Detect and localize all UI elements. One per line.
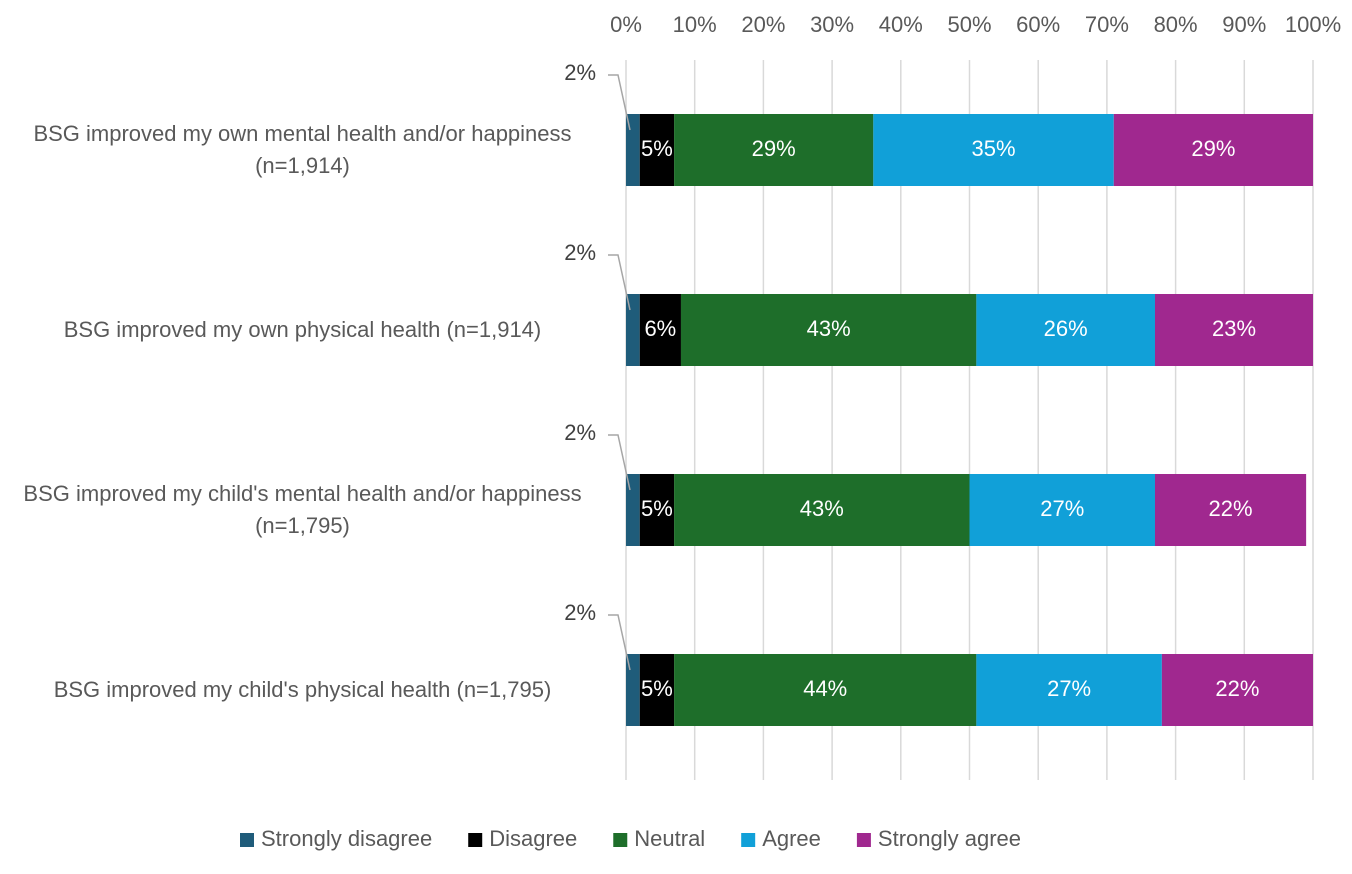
x-tick-label: 30% xyxy=(810,12,854,37)
data-label: 27% xyxy=(1040,496,1084,521)
bar-segment xyxy=(674,474,970,546)
legend-label: Agree xyxy=(762,826,821,851)
data-label: 35% xyxy=(972,136,1016,161)
x-tick-label: 20% xyxy=(741,12,785,37)
bar-segment xyxy=(976,654,1162,726)
bar-segment xyxy=(639,294,681,366)
data-label: 6% xyxy=(644,316,676,341)
x-tick-label: 50% xyxy=(947,12,991,37)
x-tick-label: 80% xyxy=(1154,12,1198,37)
data-label: 2% xyxy=(564,60,596,85)
data-label: 5% xyxy=(641,136,673,161)
data-label: 5% xyxy=(641,676,673,701)
data-label: 22% xyxy=(1215,676,1259,701)
bar-segment xyxy=(626,474,640,546)
data-label: 23% xyxy=(1212,316,1256,341)
legend-label: Strongly disagree xyxy=(261,826,432,851)
bar-segment xyxy=(1154,474,1307,546)
y-tick-label: BSG improved my own physical health (n=1… xyxy=(63,317,542,342)
data-label: 2% xyxy=(564,600,596,625)
leader-line xyxy=(608,254,631,311)
bar-segment xyxy=(626,114,640,186)
x-tick-label: 40% xyxy=(879,12,923,37)
y-tick-label: BSG improved my child's physical health … xyxy=(53,677,552,702)
bar-segment xyxy=(976,294,1155,366)
legend-swatch xyxy=(468,833,483,847)
data-label: 43% xyxy=(807,316,851,341)
legend-label: Strongly agree xyxy=(878,826,1021,851)
bar-segment xyxy=(639,114,675,186)
x-tick-label: 10% xyxy=(673,12,717,37)
bar-segment xyxy=(1161,654,1313,726)
data-label: 26% xyxy=(1044,316,1088,341)
y-tick-label: BSG improved my own mental health and/or… xyxy=(33,121,572,178)
bar-segment xyxy=(680,294,977,366)
x-tick-label: 60% xyxy=(1016,12,1060,37)
data-label: 29% xyxy=(1191,136,1235,161)
bar-segment xyxy=(639,654,675,726)
x-tick-label: 0% xyxy=(610,12,642,37)
bar-segment xyxy=(626,654,640,726)
data-label: 44% xyxy=(803,676,847,701)
legend-swatch xyxy=(613,833,628,847)
data-label: 27% xyxy=(1047,676,1091,701)
leader-line xyxy=(608,74,631,131)
y-tick-label: BSG improved my child's mental health an… xyxy=(23,481,582,538)
legend-label: Disagree xyxy=(489,826,577,851)
data-label: 29% xyxy=(752,136,796,161)
x-tick-label: 90% xyxy=(1222,12,1266,37)
bar-segment xyxy=(626,294,640,366)
x-tick-label: 70% xyxy=(1085,12,1129,37)
data-label: 2% xyxy=(564,420,596,445)
data-label: 5% xyxy=(641,496,673,521)
bar-segment xyxy=(873,114,1114,186)
data-label: 22% xyxy=(1209,496,1253,521)
bar-segment xyxy=(1154,294,1313,366)
leader-line xyxy=(608,434,631,491)
legend-swatch xyxy=(741,833,756,847)
bar-segment xyxy=(674,114,874,186)
data-label: 43% xyxy=(800,496,844,521)
legend-swatch xyxy=(856,833,871,847)
x-tick-label: 100% xyxy=(1285,12,1341,37)
bar-segment xyxy=(1113,114,1313,186)
bar-segment xyxy=(969,474,1155,546)
data-label: 2% xyxy=(564,240,596,265)
legend-swatch xyxy=(240,833,254,847)
leader-line xyxy=(608,614,631,671)
legend-label: Neutral xyxy=(634,826,705,851)
bar-segment xyxy=(674,654,977,726)
bar-segment xyxy=(639,474,675,546)
